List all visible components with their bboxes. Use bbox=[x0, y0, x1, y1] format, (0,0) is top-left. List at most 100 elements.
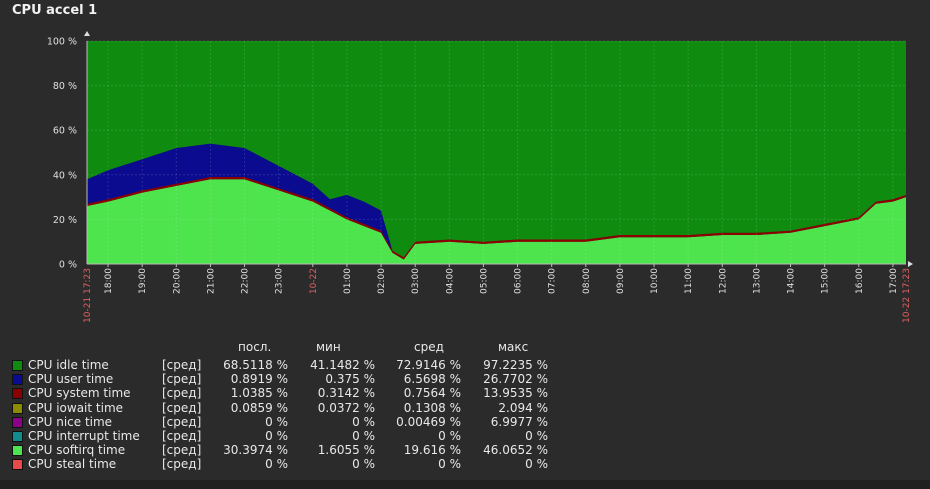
x-axis: 18:00 19:00 20:00 21:00 22:00 23:00 10-22 01:00… bbox=[83, 41, 912, 323]
legend-row: CPU interrupt time [сред] 0 % 0 % 0 % 0 % bbox=[12, 429, 572, 443]
y-tick-label: 0 % bbox=[59, 260, 77, 271]
x-tick-label: 11:00 bbox=[684, 268, 694, 294]
legend-swatch bbox=[12, 416, 23, 428]
x-end-label: 10-22 17:23 bbox=[902, 268, 912, 323]
series-areas bbox=[87, 41, 906, 264]
x-tick-label: 08:00 bbox=[582, 268, 592, 294]
legend-function: [сред] bbox=[162, 372, 202, 387]
legend-series-name: CPU iowait time bbox=[28, 400, 124, 415]
series-area-cpu-softirq-time bbox=[87, 179, 906, 264]
legend-row: CPU user time [сред] 0.8919 % 0.375 % 6.5698… bbox=[12, 372, 572, 386]
legend-function: [сред] bbox=[162, 400, 202, 415]
x-tick-label: 19:00 bbox=[138, 268, 148, 294]
x-tick-label: 20:00 bbox=[172, 268, 182, 294]
legend-header-max: макс bbox=[498, 340, 529, 354]
x-tick-label: 22:00 bbox=[241, 268, 251, 294]
legend-value-min: 0.375 % bbox=[325, 372, 375, 387]
legend-series-name: CPU interrupt time bbox=[28, 429, 140, 443]
legend-value-last: 0 % bbox=[265, 429, 288, 443]
legend-value-max: 13.9535 % bbox=[483, 386, 548, 401]
legend-series-name: CPU idle time bbox=[28, 358, 109, 372]
legend-value-avg: 0.7564 % bbox=[403, 386, 461, 401]
legend-value-last: 0.0859 % bbox=[230, 400, 288, 415]
x-tick-label: 15:00 bbox=[821, 268, 831, 294]
y-axis: 0 % 20 % 40 % 60 % 80 % 100 % bbox=[47, 37, 77, 271]
x-tick-label: 14:00 bbox=[787, 268, 797, 294]
y-tick-label: 20 % bbox=[53, 215, 77, 226]
y-axis-arrow-icon bbox=[84, 31, 90, 36]
legend-value-min: 0.0372 % bbox=[317, 400, 375, 415]
y-tick-label: 100 % bbox=[47, 37, 77, 48]
legend-value-avg: 0 % bbox=[438, 457, 461, 472]
legend-value-last: 0 % bbox=[265, 414, 288, 429]
legend-value-avg: 0.1308 % bbox=[403, 400, 461, 415]
legend-row: CPU iowait time [сред] 0.0859 % 0.0372 % 0.1… bbox=[12, 401, 572, 415]
legend-swatch bbox=[12, 374, 23, 386]
chart-canvas: 0 % 20 % 40 % 60 % 80 % 100 % 18:00 19:00 20:00… bbox=[47, 31, 913, 323]
legend-function: [сред] bbox=[162, 358, 202, 372]
legend-value-min: 1.6055 % bbox=[317, 443, 375, 458]
legend-swatch bbox=[12, 459, 23, 471]
x-tick-label: 21:00 bbox=[206, 268, 216, 294]
legend-series-name: CPU nice time bbox=[28, 414, 113, 429]
legend-value-min: 0 % bbox=[352, 457, 375, 472]
legend-value-avg: 72.9146 % bbox=[396, 358, 461, 372]
x-tick-label: 17:00 bbox=[889, 268, 899, 294]
x-tick-label: 16:00 bbox=[855, 268, 865, 294]
legend-value-last: 0.8919 % bbox=[230, 372, 288, 387]
legend-value-last: 68.5118 % bbox=[223, 358, 288, 372]
legend-series-name: CPU system time bbox=[28, 386, 131, 401]
legend-row: CPU steal time [сред] 0 % 0 % 0 % 0 % bbox=[12, 457, 572, 471]
legend-row: CPU idle time [сред] 68.5118 % 41.1482 % 72.… bbox=[12, 358, 572, 372]
legend-function: [сред] bbox=[162, 429, 202, 443]
legend-value-max: 6.9977 % bbox=[490, 414, 548, 429]
legend-header-last: посл. bbox=[238, 340, 272, 354]
x-tick-label: 23:00 bbox=[275, 268, 285, 294]
x-tick-label: 04:00 bbox=[445, 268, 455, 294]
legend-swatch bbox=[12, 388, 23, 400]
legend-function: [сред] bbox=[162, 414, 202, 429]
x-tick-label: 05:00 bbox=[479, 268, 489, 294]
x-tick-label: 18:00 bbox=[104, 268, 114, 294]
legend-row: CPU system time [сред] 1.0385 % 0.3142 % 0.7… bbox=[12, 386, 572, 400]
legend-value-last: 30.3974 % bbox=[223, 443, 288, 458]
legend-value-avg: 19.616 % bbox=[403, 443, 461, 458]
legend-function: [сред] bbox=[162, 443, 202, 458]
y-tick-label: 80 % bbox=[53, 81, 77, 92]
x-tick-label: 01:00 bbox=[343, 268, 353, 294]
bottom-bar bbox=[0, 480, 930, 489]
legend-swatch bbox=[12, 445, 23, 457]
legend-value-avg: 0.00469 % bbox=[396, 414, 461, 429]
legend-value-last: 0 % bbox=[265, 457, 288, 472]
legend-value-max: 97.2235 % bbox=[483, 358, 548, 372]
x-tick-label: 02:00 bbox=[377, 268, 387, 294]
x-start-label: 10-21 17:23 bbox=[83, 268, 93, 323]
series-area-cpu-user-time bbox=[87, 143, 906, 258]
legend-header-avg: сред bbox=[414, 340, 444, 354]
y-tick-label: 40 % bbox=[53, 170, 77, 181]
legend-value-min: 0 % bbox=[352, 429, 375, 443]
legend-swatch bbox=[12, 360, 23, 371]
legend-series-name: CPU steal time bbox=[28, 457, 117, 472]
legend-header-min: мин bbox=[316, 340, 341, 354]
x-tick-label: 10-22 bbox=[309, 268, 319, 294]
x-tick-label: 03:00 bbox=[411, 268, 421, 294]
legend-series-name: CPU softirq time bbox=[28, 443, 126, 458]
chart-title: CPU accel 1 bbox=[12, 3, 98, 18]
legend-value-avg: 6.5698 % bbox=[403, 372, 461, 387]
x-tick-label: 09:00 bbox=[616, 268, 626, 294]
legend-function: [сред] bbox=[162, 386, 202, 401]
legend-value-max: 26.7702 % bbox=[483, 372, 548, 387]
legend-value-max: 46.0652 % bbox=[483, 443, 548, 458]
legend-value-max: 0 % bbox=[525, 457, 548, 472]
x-tick-label: 12:00 bbox=[718, 268, 728, 294]
legend-swatch bbox=[12, 402, 23, 414]
legend-row: CPU nice time [сред] 0 % 0 % 0.00469 % 6.9977… bbox=[12, 415, 572, 429]
legend-value-avg: 0 % bbox=[438, 429, 461, 443]
series-area-cpu-system-time bbox=[87, 177, 906, 260]
legend-value-max: 2.094 % bbox=[498, 400, 548, 415]
series-area-cpu-idle-time bbox=[87, 41, 906, 258]
legend-series-name: CPU user time bbox=[28, 372, 114, 387]
x-tick-label: 06:00 bbox=[514, 268, 524, 294]
legend-row: CPU softirq time [сред] 30.3974 % 1.6055 % 1… bbox=[12, 443, 572, 457]
